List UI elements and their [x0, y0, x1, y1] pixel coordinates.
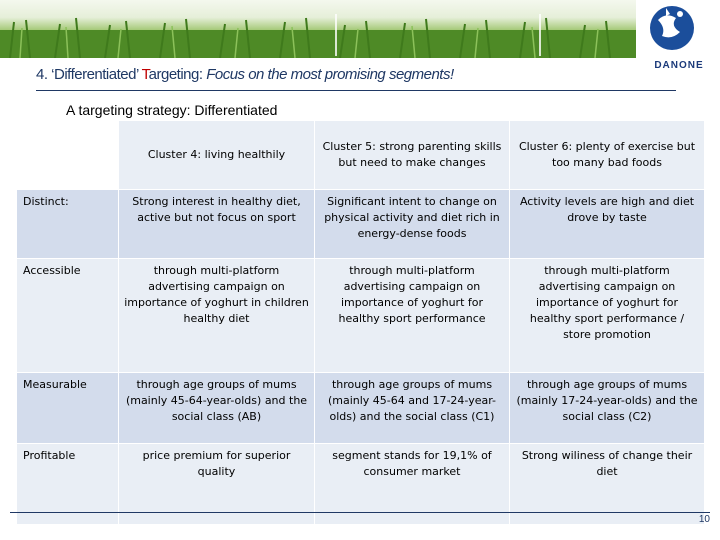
table-row: Accessible through multi-platform advert…	[16, 258, 705, 373]
page-number: 10	[698, 514, 710, 525]
title-divider	[36, 90, 676, 91]
table-cell: Activity levels are high and diet drove …	[509, 189, 705, 259]
title-mid: argeting:	[148, 66, 207, 83]
grass-banner	[0, 0, 720, 58]
title-italic: Focus on the most promising segments!	[206, 66, 454, 83]
table-cell: Strong wiliness of change their diet	[509, 443, 705, 525]
row-label-distinct: Distinct:	[16, 189, 119, 259]
table-row: Measurable through age groups of mums (m…	[16, 372, 705, 444]
table-row: Profitable price premium for superior qu…	[16, 443, 705, 525]
subtitle: A targeting strategy: Differentiated	[66, 102, 278, 118]
table-header-row: Cluster 4: living healthily Cluster 5: s…	[16, 120, 705, 190]
targeting-table: Cluster 4: living healthily Cluster 5: s…	[16, 120, 705, 525]
table-cell: through age groups of mums (mainly 17-24…	[509, 372, 705, 444]
column-header-cluster-6: Cluster 6: plenty of exercise but too ma…	[509, 120, 705, 190]
table-cell: through multi-platform advertising campa…	[118, 258, 315, 373]
column-header-cluster-4: Cluster 4: living healthily	[118, 120, 315, 190]
logo-text: DANONE	[654, 60, 704, 71]
table-cell: price premium for superior quality	[118, 443, 315, 525]
title-prefix: 4. ‘Differentiated’	[36, 66, 142, 83]
table-cell: through multi-platform advertising campa…	[509, 258, 705, 373]
table-corner-cell	[16, 120, 119, 190]
table-cell: Significant intent to change on physical…	[314, 189, 510, 259]
footer-divider	[10, 512, 710, 513]
table-cell: through age groups of mums (mainly 45-64…	[118, 372, 315, 444]
table-cell: segment stands for 19,1% of consumer mar…	[314, 443, 510, 525]
page-title: 4. ‘Differentiated’ Targeting: Focus on …	[36, 66, 454, 83]
title-red-letter: T	[141, 66, 150, 83]
table-cell: through age groups of mums (mainly 45-64…	[314, 372, 510, 444]
table-row: Distinct: Strong interest in healthy die…	[16, 189, 705, 259]
danone-logo-icon	[650, 6, 694, 50]
row-label-measurable: Measurable	[16, 372, 119, 444]
column-header-cluster-5: Cluster 5: strong parenting skills but n…	[314, 120, 510, 190]
table-cell: Strong interest in healthy diet, active …	[118, 189, 315, 259]
row-label-accessible: Accessible	[16, 258, 119, 373]
table-cell: through multi-platform advertising campa…	[314, 258, 510, 373]
logo-area	[636, 0, 720, 82]
grass-texture	[0, 14, 720, 58]
